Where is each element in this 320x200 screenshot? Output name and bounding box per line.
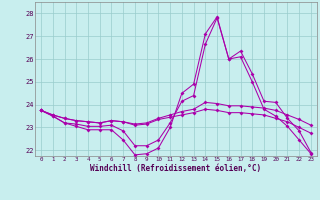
X-axis label: Windchill (Refroidissement éolien,°C): Windchill (Refroidissement éolien,°C) xyxy=(91,164,261,173)
